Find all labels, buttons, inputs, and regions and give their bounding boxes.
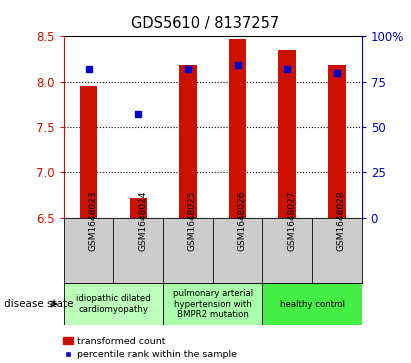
Text: disease state: disease state [4, 299, 74, 309]
Text: GSM1648026: GSM1648026 [238, 191, 247, 251]
Bar [328, 65, 346, 218]
Bar [262, 283, 362, 325]
Legend: transformed count, percentile rank within the sample: transformed count, percentile rank withi… [60, 333, 240, 363]
Text: idiopathic dilated
cardiomyopathy: idiopathic dilated cardiomyopathy [76, 294, 151, 314]
Bar [229, 39, 246, 218]
Text: healthy control: healthy control [279, 299, 344, 309]
Text: GSM1648027: GSM1648027 [287, 191, 296, 251]
Text: pulmonary arterial
hypertension with
BMPR2 mutation: pulmonary arterial hypertension with BMP… [173, 289, 253, 319]
Bar [64, 283, 163, 325]
Bar [179, 65, 196, 218]
Text: GDS5610 / 8137257: GDS5610 / 8137257 [132, 16, 279, 31]
Bar [80, 86, 97, 218]
Text: GSM1648028: GSM1648028 [337, 191, 346, 251]
Bar [279, 50, 296, 218]
Text: GSM1648024: GSM1648024 [138, 191, 147, 251]
Text: GSM1648025: GSM1648025 [188, 191, 197, 251]
Text: GSM1648023: GSM1648023 [88, 191, 97, 251]
Bar [129, 198, 147, 218]
Bar [163, 283, 262, 325]
